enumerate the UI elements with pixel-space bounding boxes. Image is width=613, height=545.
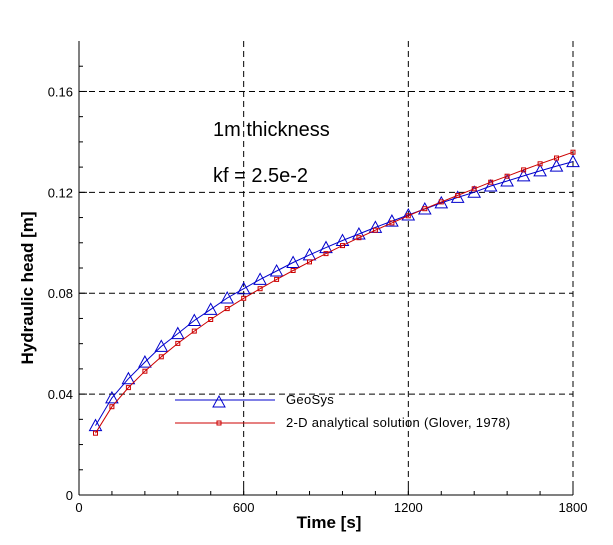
analytical-point [422, 206, 428, 212]
analytical-point [158, 354, 164, 360]
x-axis-title: Time [s] [297, 513, 362, 532]
geosys-point [385, 214, 399, 227]
geosys-point [417, 201, 432, 215]
geosys-point [566, 154, 580, 168]
geosys-point [352, 226, 366, 240]
geosys-point [170, 326, 185, 340]
geosys-point [236, 281, 251, 295]
y-axis-title: Hydraulic head [m] [18, 211, 37, 364]
analytical-point [356, 235, 362, 241]
geosys-point [220, 290, 235, 304]
geosys-point [483, 178, 498, 192]
series-analytical [93, 149, 576, 436]
analytical-point [504, 173, 510, 179]
geosys-point [269, 263, 284, 277]
analytical-point [224, 306, 230, 312]
y-tick-label: 0.04 [48, 387, 73, 402]
analytical-point [241, 295, 247, 301]
x-tick-label: 1200 [394, 500, 423, 515]
geosys-point [500, 173, 514, 187]
analytical-point [323, 251, 329, 257]
analytical-point [554, 155, 559, 161]
geosys-point [549, 159, 564, 172]
analytical-point [93, 430, 98, 436]
analytical-point [307, 259, 312, 265]
analytical-point [274, 276, 280, 282]
analytical-point [488, 179, 494, 185]
geosys-point [121, 371, 136, 385]
analytical-point [537, 161, 543, 167]
geosys-point [516, 168, 531, 182]
analytical-point [208, 317, 214, 322]
analytical-point [175, 340, 181, 346]
geosys-point [154, 339, 169, 352]
annotation-kf: kf = 2.5e-2 [213, 165, 308, 187]
analytical-point [290, 268, 296, 273]
analytical-point [570, 149, 576, 155]
analytical-line [95, 151, 574, 434]
legend-geosys-marker [212, 394, 226, 408]
geosys-point [319, 240, 333, 254]
analytical-point [471, 186, 477, 192]
y-tick-label: 0.08 [48, 286, 73, 301]
geosys-point [253, 272, 267, 285]
legend: GeoSys 2-D analytical solution (Glover, … [175, 392, 511, 430]
legend-analytical-marker [216, 420, 222, 426]
geosys-point [88, 418, 103, 432]
analytical-point [257, 286, 263, 292]
legend-geosys-label: GeoSys [286, 392, 334, 407]
y-tick-label: 0.12 [48, 185, 73, 200]
annotation-thickness: 1m thickness [213, 119, 330, 141]
analytical-point [142, 368, 148, 374]
x-tick-label: 1800 [559, 500, 588, 515]
analytical-point [389, 220, 395, 226]
geosys-point [286, 255, 300, 268]
analytical-point [125, 385, 131, 391]
axes [78, 41, 574, 496]
analytical-point [455, 192, 461, 198]
analytical-point [521, 167, 527, 173]
analytical-point [372, 227, 378, 233]
geosys-point [105, 390, 119, 404]
geosys-point [434, 195, 449, 209]
geosys-point [467, 185, 482, 198]
data-series [88, 149, 580, 436]
geosys-point [138, 355, 152, 368]
legend-analytical-label: 2-D analytical solution (Glover, 1978) [286, 415, 511, 430]
analytical-point [438, 199, 444, 205]
y-tick-label: 0 [66, 488, 73, 503]
analytical-point [109, 404, 115, 410]
geosys-point [203, 302, 218, 315]
analytical-point [340, 243, 345, 249]
analytical-point [405, 213, 411, 219]
geosys-point [533, 163, 547, 177]
grid-lines [79, 41, 574, 495]
analytical-point [191, 328, 197, 334]
x-tick-label: 0 [75, 500, 82, 515]
x-tick-label: 600 [233, 500, 255, 515]
y-tick-label: 0.16 [48, 84, 73, 99]
tick-labels: 0 600 1200 1800 0 0.04 0.08 0.12 0.16 [48, 84, 588, 515]
geosys-point [187, 313, 202, 326]
